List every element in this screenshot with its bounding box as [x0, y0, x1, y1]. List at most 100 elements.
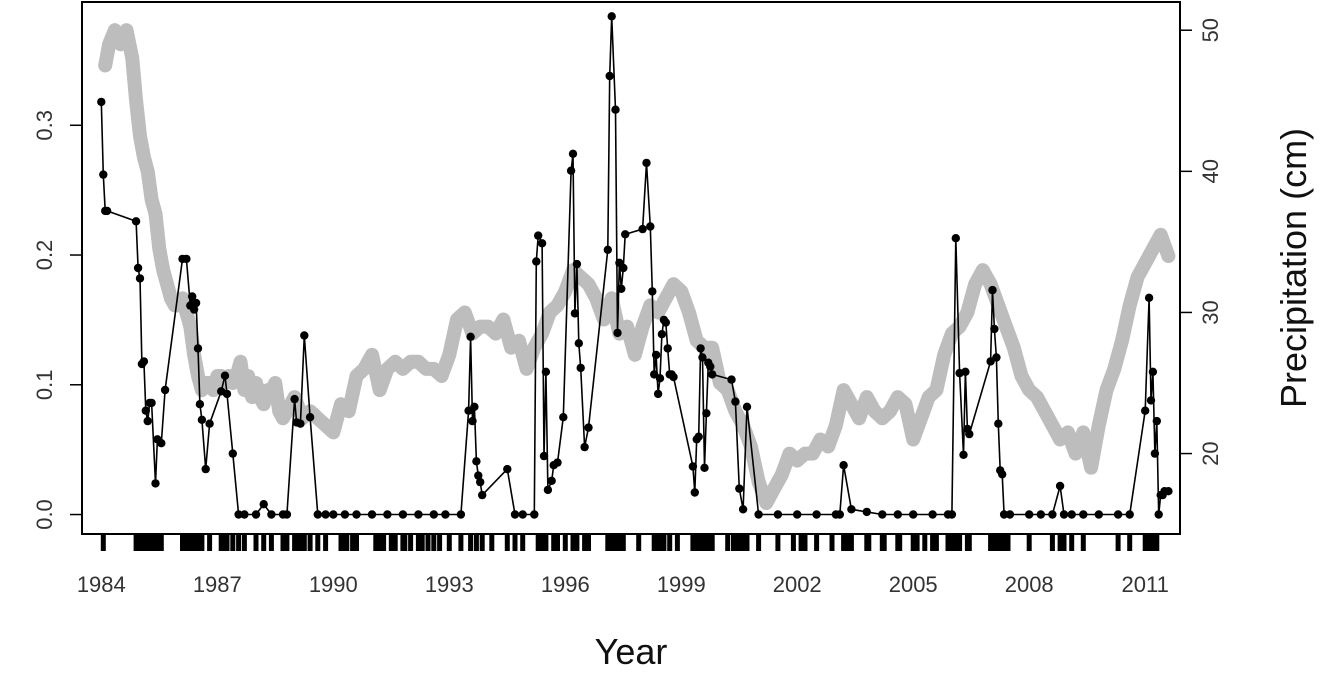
x-tick-label: 1990 [309, 572, 358, 597]
proportion-point [1148, 367, 1158, 376]
x-tick-label: 2005 [889, 572, 938, 597]
proportion-point [694, 432, 703, 441]
proportion-point [613, 328, 622, 338]
proportion-point [878, 510, 887, 519]
proportion-point [474, 471, 483, 480]
proportion-point [655, 374, 665, 383]
proportion-layer [97, 12, 1173, 519]
y-right-tick-label: 40 [1198, 159, 1223, 183]
proportion-point [259, 500, 268, 509]
proportion-point [773, 510, 783, 519]
proportion-point [220, 371, 230, 380]
proportion-point [959, 450, 968, 459]
proportion-point [329, 510, 338, 519]
proportion-point [466, 332, 475, 341]
proportion-point [793, 510, 802, 519]
proportion-point [340, 510, 350, 519]
proportion-point [1067, 510, 1076, 519]
proportion-point [160, 385, 170, 395]
proportion-point [102, 206, 112, 216]
proportion-point [584, 423, 593, 432]
proportion-point [1154, 510, 1163, 519]
proportion-point [468, 416, 477, 426]
x-tick-label: 1987 [193, 572, 242, 597]
precipitation-series-line [98, 23, 1176, 510]
proportion-point [141, 406, 150, 415]
proportion-point [947, 510, 957, 519]
y-left-tick-label: 0.0 [32, 499, 57, 530]
proportion-point [862, 507, 871, 517]
proportion-point [690, 488, 699, 497]
proportion-point [1048, 510, 1057, 519]
proportion-point [619, 263, 628, 273]
proportion-point [321, 510, 330, 519]
proportion-point [541, 367, 551, 376]
proportion-point [537, 239, 547, 248]
proportion-point [998, 470, 1007, 479]
proportion-point [383, 510, 392, 519]
proportion-point [607, 12, 616, 21]
y-left-tick-label: 0.3 [32, 110, 57, 141]
proportion-point [646, 222, 655, 231]
x-tick-label: 2002 [773, 572, 822, 597]
proportion-point [990, 324, 999, 334]
proportion-point [576, 363, 585, 373]
proportion-point [201, 464, 210, 474]
x-tick-label: 1984 [77, 572, 126, 597]
proportion-point [909, 510, 918, 519]
proportion-point [188, 292, 197, 301]
proportion-point [367, 510, 377, 519]
proportion-point [97, 97, 106, 107]
y-right-tick-label: 30 [1198, 300, 1223, 324]
proportion-point [157, 439, 166, 448]
proportion-point [702, 409, 711, 418]
proportion-point [195, 400, 205, 409]
rug-layer [100, 534, 1160, 551]
x-axis-title: Year [595, 631, 668, 672]
proportion-point [553, 458, 562, 467]
proportion-point [893, 510, 902, 519]
proportion-point [139, 357, 149, 366]
x-tick-label: 1996 [541, 572, 590, 597]
proportion-point [663, 344, 672, 353]
proportion-point [290, 394, 299, 404]
y-axis-left: 0.0 0.1 0.2 0.3 [32, 110, 83, 530]
proportion-point [657, 330, 667, 339]
proportion-point [708, 370, 717, 379]
proportion-point [547, 476, 556, 485]
y-left-tick-label: 0.1 [32, 370, 57, 401]
proportion-point [698, 353, 707, 362]
proportion-point [988, 285, 997, 295]
proportion-point [228, 449, 237, 458]
proportion-point [1025, 510, 1034, 519]
proportion-point [642, 158, 651, 168]
proportion-point [661, 318, 670, 327]
proportion-point [1113, 510, 1123, 519]
x-tick-label: 2011 [1122, 572, 1169, 597]
proportion-point [568, 149, 578, 158]
proportion-point [429, 510, 438, 519]
y-left-tick-label: 0.2 [32, 240, 57, 271]
proportion-point [706, 362, 715, 371]
proportion-point [518, 510, 527, 519]
proportion-point [566, 166, 576, 175]
proportion-point [1141, 406, 1150, 415]
proportion-point [1125, 510, 1134, 519]
proportion-point [313, 510, 322, 519]
proportion-point [191, 298, 201, 308]
proportion-point [1164, 487, 1173, 496]
proportion-point [532, 257, 541, 266]
proportion-point [735, 484, 744, 493]
y-axis-right: 20 30 40 50 [1179, 18, 1223, 466]
precipitation-layer [98, 23, 1176, 510]
proportion-point [543, 485, 553, 495]
proportion-point [99, 170, 108, 179]
proportion-point [456, 510, 466, 519]
proportion-point [572, 259, 582, 269]
proportion-point [696, 344, 705, 353]
proportion-point [570, 309, 580, 318]
proportion-point [234, 510, 243, 519]
x-tick-label: 1999 [657, 572, 706, 597]
proportion-point [193, 344, 203, 353]
